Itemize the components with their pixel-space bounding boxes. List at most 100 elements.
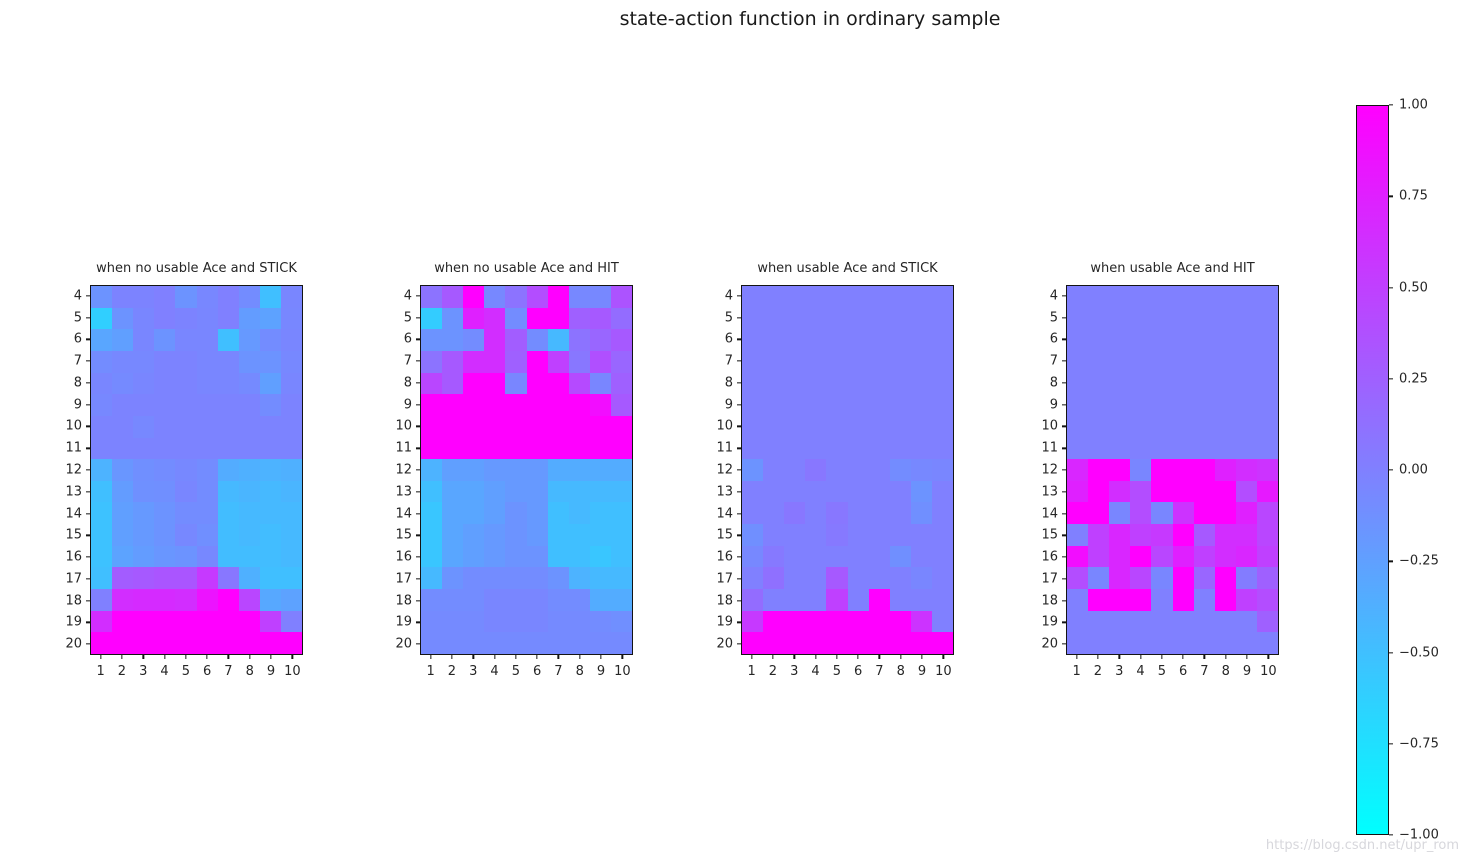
heatmap-cell [259, 589, 281, 611]
x-tick-label: 4 [811, 664, 820, 679]
heatmap-cell [112, 329, 134, 351]
y-tick-mark [416, 512, 420, 515]
heatmap-cell [1193, 437, 1215, 460]
y-tick-label: 7 [403, 353, 412, 369]
heatmap-cell [175, 459, 197, 481]
heatmap-cell [442, 286, 464, 308]
heatmap-cell [805, 350, 827, 373]
colorbar-tick-label: 1.00 [1399, 97, 1428, 113]
heatmap-cell [1109, 480, 1131, 503]
heatmap-cell [1214, 459, 1236, 481]
heatmap-cell [463, 610, 485, 633]
heatmap-cell [280, 545, 302, 568]
x-tick-label: 4 [160, 664, 169, 679]
heatmap-cell [133, 459, 155, 481]
heatmap-cell [1130, 286, 1152, 308]
heatmap-cell [442, 329, 464, 351]
y-tick-mark [416, 316, 420, 319]
heatmap-cell [784, 415, 806, 438]
heatmap-cell [154, 372, 176, 395]
heatmap-cell [1256, 307, 1278, 330]
heatmap-cell [1256, 632, 1278, 654]
heatmap-cell [505, 459, 527, 481]
heatmap-cell [763, 480, 785, 503]
y-tick-mark [1062, 360, 1066, 362]
heatmap-cell [238, 480, 260, 503]
x-tick-mark [600, 655, 602, 659]
heatmap-cell [133, 502, 155, 525]
heatmap-cell [154, 329, 176, 351]
heatmap-cell [91, 394, 113, 416]
y-tick-label: 14 [395, 506, 412, 522]
heatmap-cell [1172, 567, 1194, 590]
heatmap-cell [217, 350, 239, 373]
heatmap-cell [889, 459, 911, 481]
x-tick-label: 8 [1221, 664, 1230, 679]
heatmap-cell [154, 459, 176, 481]
heatmap-cell [505, 350, 527, 373]
heatmap-cell [1088, 372, 1110, 395]
heatmap-cell [610, 350, 632, 373]
subplot-title: when no usable Ace and STICK [96, 261, 297, 276]
heatmap-cell [589, 459, 611, 481]
heatmap-cell [154, 307, 176, 330]
heatmap-cell [763, 545, 785, 568]
heatmap-cell [868, 415, 890, 438]
heatmap-cell [1067, 502, 1089, 525]
heatmap-cell [547, 415, 569, 438]
y-tick-mark [737, 338, 741, 341]
heatmap-cell [526, 567, 548, 590]
heatmap-cell [1172, 459, 1194, 481]
heatmap-cell [868, 632, 890, 654]
heatmap-cell [484, 567, 506, 590]
subplot-title: when usable Ace and HIT [1090, 261, 1255, 276]
heatmap-cell [1235, 307, 1257, 330]
heatmap-cell [826, 394, 848, 416]
x-tick-label: 6 [1179, 664, 1188, 679]
heatmap-cell [742, 545, 764, 568]
y-tick-mark [86, 425, 90, 428]
heatmap-cell [1151, 459, 1173, 481]
heatmap-cell [442, 307, 464, 330]
heatmap-cell [589, 329, 611, 351]
y-tick-label: 15 [65, 527, 82, 543]
x-tick-label: 2 [447, 664, 457, 679]
y-tick-label: 5 [403, 310, 412, 326]
heatmap-cell [1235, 459, 1257, 481]
y-tick-label: 14 [1041, 506, 1058, 522]
heatmap-cell [1256, 610, 1278, 633]
heatmap-cell [784, 459, 806, 481]
heatmap-cell [1256, 415, 1278, 438]
heatmap-cell [484, 437, 506, 460]
x-tick-mark [1225, 655, 1227, 659]
heatmap-cell [568, 394, 590, 416]
heatmap-cell [742, 524, 764, 546]
x-tick-mark [1203, 655, 1206, 659]
x-tick-mark [1246, 655, 1248, 659]
x-tick-mark [921, 655, 923, 659]
y-tick-label: 10 [395, 418, 412, 434]
heatmap-cell [91, 589, 113, 611]
heatmap-cell [910, 459, 932, 481]
x-tick-label: 4 [490, 664, 499, 679]
heatmap-cell [784, 286, 806, 308]
y-tick-label: 5 [73, 310, 82, 326]
heatmap-cell [526, 632, 548, 654]
heatmap-cell [784, 545, 806, 568]
heatmap-cell [1235, 589, 1257, 611]
heatmap-cell [259, 415, 281, 438]
heatmap-cell [280, 502, 302, 525]
heatmap-cell [259, 567, 281, 590]
heatmap-grid [1066, 285, 1279, 655]
y-tick-label: 8 [724, 375, 733, 391]
heatmap-cell [742, 415, 764, 438]
y-tick-label: 11 [395, 440, 412, 456]
heatmap-cell [910, 632, 932, 654]
heatmap-cell [442, 632, 464, 654]
heatmap-cell [763, 459, 785, 481]
heatmap-cell [547, 567, 569, 590]
heatmap-cell [610, 307, 632, 330]
heatmap-cell [1151, 545, 1173, 568]
heatmap-cell [805, 437, 827, 460]
